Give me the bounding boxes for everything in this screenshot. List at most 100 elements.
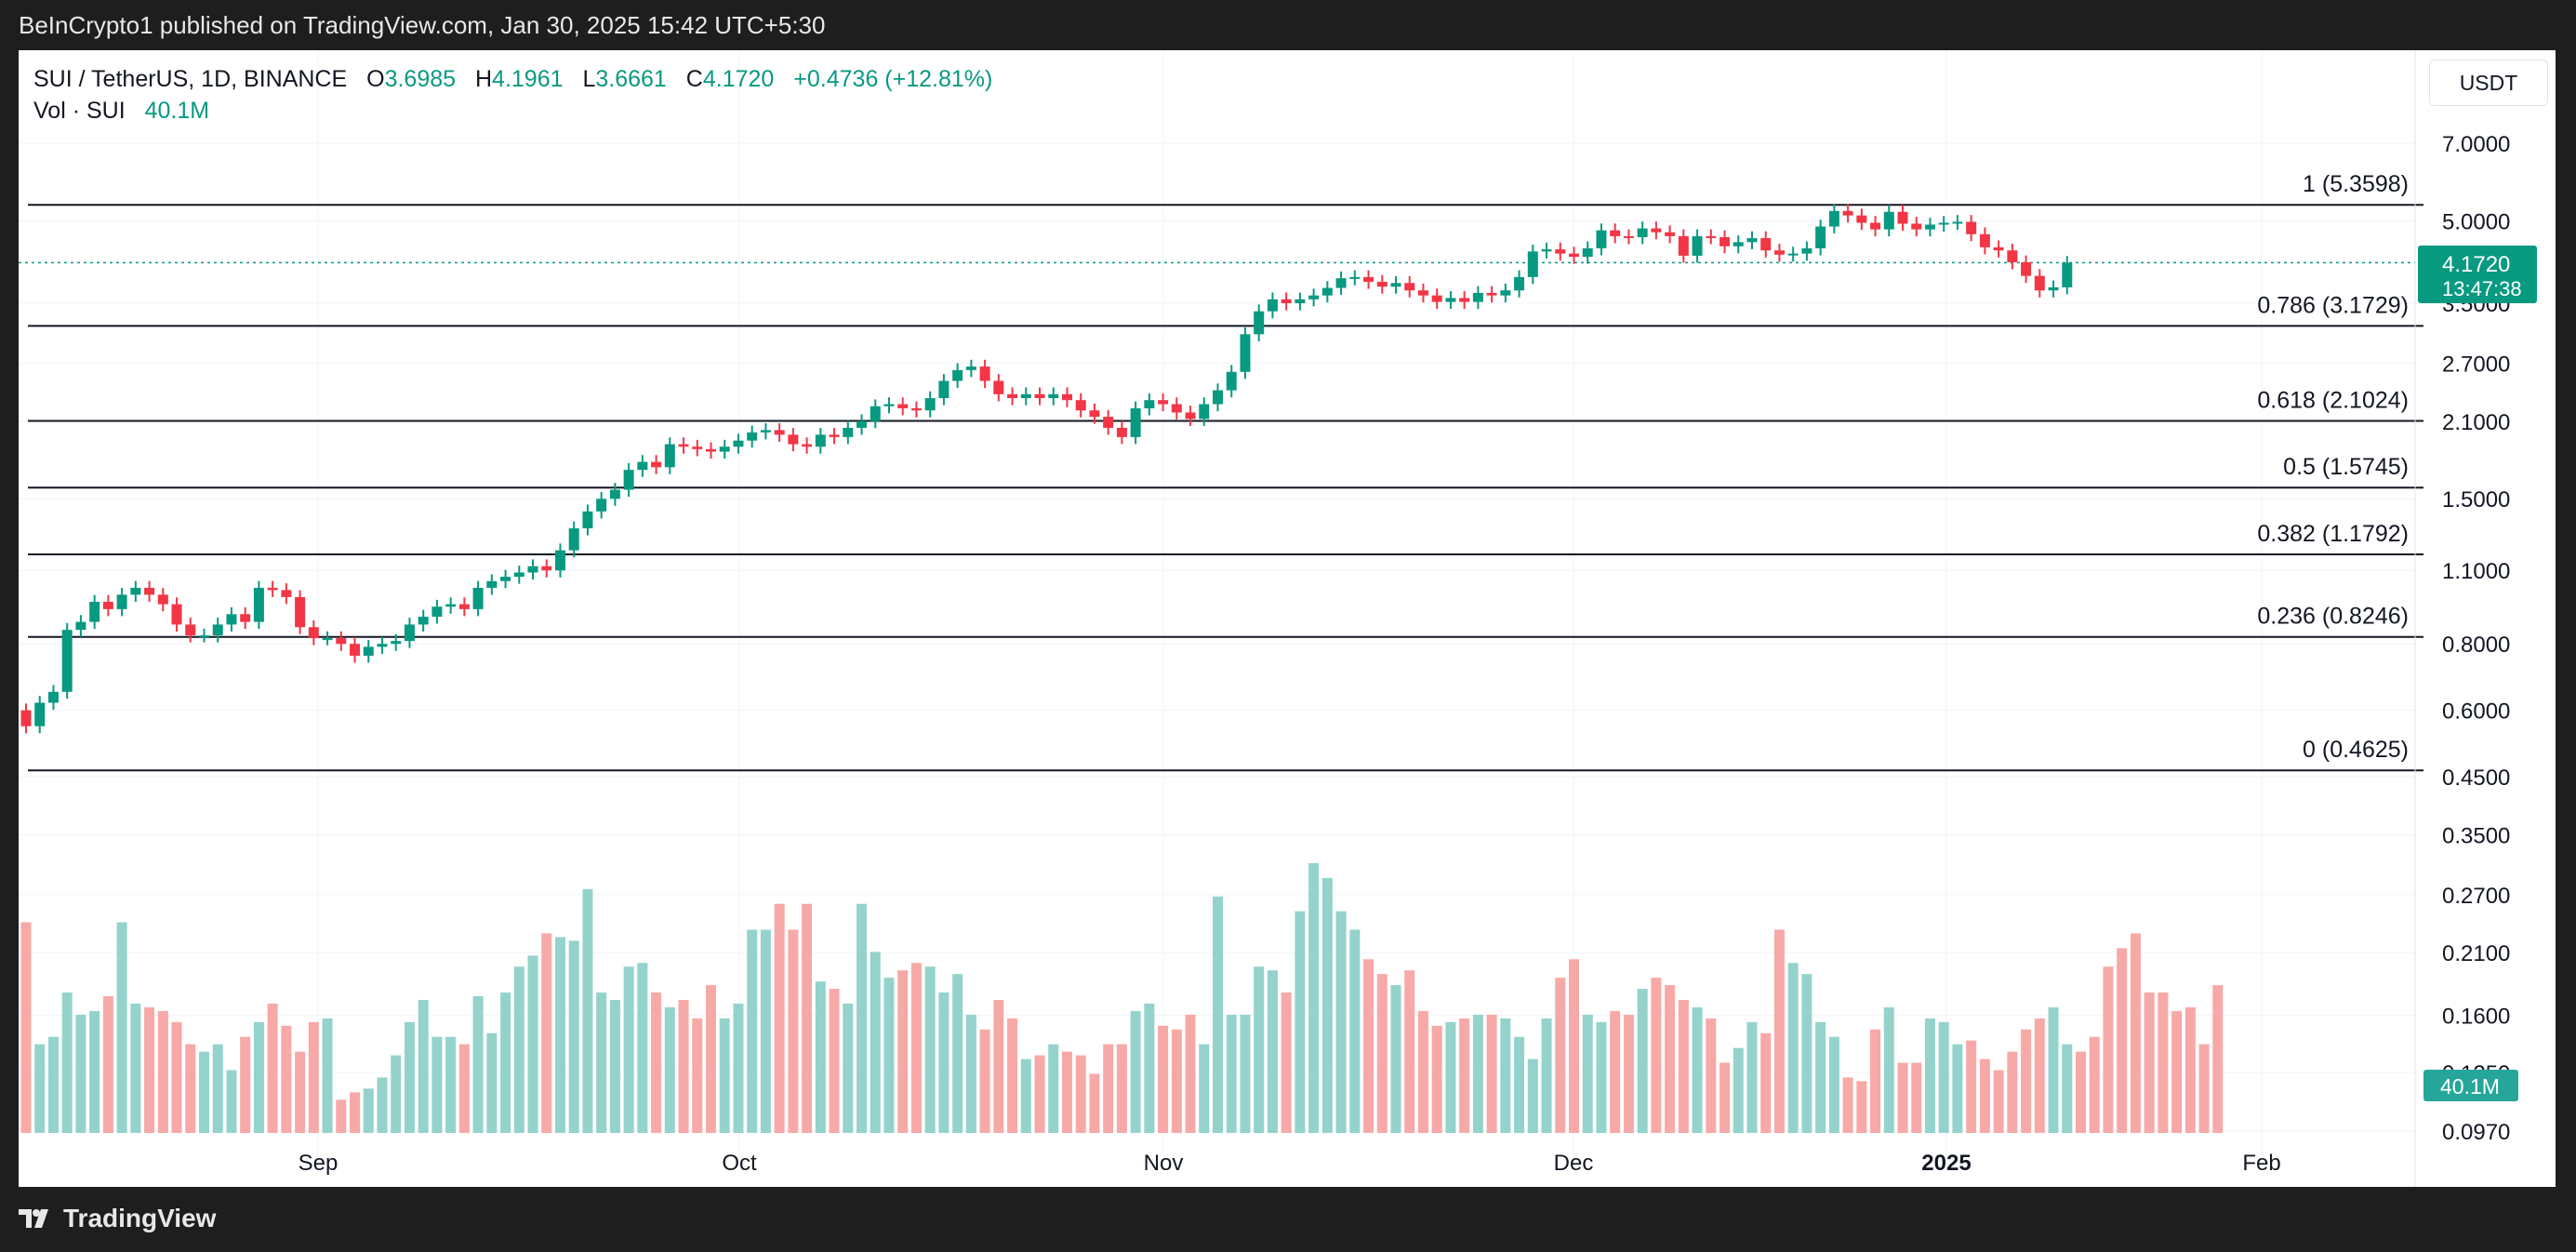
candle-body — [692, 446, 703, 449]
volume-bar — [281, 1025, 292, 1133]
volume-bar — [1883, 1006, 1894, 1133]
candle-body — [1335, 278, 1347, 288]
candle-body — [1870, 222, 1881, 230]
candle-body — [637, 461, 648, 471]
volume-value: 40.1M — [144, 98, 210, 124]
volume-bar — [1089, 1073, 1100, 1133]
volume-bar — [1199, 1044, 1210, 1133]
candle-body — [472, 587, 484, 609]
price-chart[interactable]: 1 (5.3598) 0.786 (3.1729) 0.618 (2.1024) 0.… — [19, 50, 2556, 1187]
candle-body — [1144, 400, 1155, 408]
candle-body — [1020, 393, 1031, 399]
candle-body — [1665, 232, 1676, 236]
candle-body — [1007, 393, 1018, 399]
candle-body — [897, 404, 909, 408]
time-axis[interactable]: Sep Oct Nov Dec 2025 Feb — [299, 1151, 2281, 1176]
candle-body — [843, 427, 854, 437]
volume-bar — [1966, 1040, 1977, 1133]
candle-body — [1376, 281, 1388, 287]
chart-panel[interactable]: 1 (5.3598) 0.786 (3.1729) 0.618 (2.1024) 0.… — [19, 50, 2556, 1187]
candle-body — [1801, 247, 1812, 254]
volume-bar — [965, 1014, 976, 1133]
candle-body — [1555, 249, 1566, 254]
candle-body — [1226, 371, 1237, 391]
volume-bar — [1665, 985, 1676, 1133]
volume-bar — [1938, 1021, 1949, 1133]
candle-body — [336, 638, 347, 645]
volume-bar — [391, 1055, 402, 1133]
volume-bar — [1596, 1021, 1607, 1133]
volume-bar — [1651, 978, 1662, 1133]
candle-body — [1582, 247, 1593, 258]
candle-body — [1240, 334, 1251, 372]
volume-label[interactable]: Vol · SUI — [33, 98, 126, 124]
candle-body — [527, 566, 538, 573]
volume-bar — [1760, 1032, 1772, 1133]
candle-body — [1720, 236, 1731, 246]
currency-button[interactable]: USDT — [2429, 60, 2548, 106]
candle-body — [322, 638, 333, 641]
volume-bars — [20, 863, 2224, 1133]
symbol-label[interactable]: SUI / TetherUS, 1D, BINANCE — [33, 66, 348, 92]
brand-name: TradingView — [63, 1204, 217, 1232]
candle-body — [2048, 286, 2059, 291]
candle-body — [651, 461, 662, 468]
candle-body — [1061, 393, 1072, 401]
volume-bar — [2144, 992, 2155, 1133]
volume-bar — [2034, 1018, 2045, 1133]
price-axis-label: 1.1000 — [2442, 559, 2510, 584]
volume-bar — [472, 996, 484, 1133]
candle-body — [1966, 221, 1977, 234]
candle-body — [1856, 215, 1867, 223]
candle-body — [1404, 283, 1415, 291]
candle-body — [802, 444, 813, 447]
time-axis-label: Dec — [1554, 1151, 1594, 1176]
open-label: O — [366, 66, 385, 92]
candle-body — [377, 644, 388, 647]
price-axis[interactable]: 7.00005.00003.50002.70002.10001.50001.10… — [2414, 50, 2510, 1187]
volume-bar — [1610, 1010, 1621, 1133]
candle-body — [760, 430, 771, 433]
volume-bar — [1321, 877, 1333, 1133]
candle-body — [20, 710, 32, 726]
price-axis-label: 7.0000 — [2442, 132, 2510, 157]
volume-bar — [486, 1032, 498, 1133]
volume-bar — [185, 1044, 196, 1133]
low-value: 3.6661 — [595, 66, 667, 92]
candle-body — [1486, 292, 1497, 296]
volume-bar — [1746, 1021, 1758, 1133]
candle-body — [1787, 253, 1799, 256]
volume-bar — [1773, 929, 1785, 1133]
volume-bar — [596, 992, 607, 1133]
candle-body — [788, 434, 799, 445]
fibonacci-levels: 1 (5.3598) 0.786 (3.1729) 0.618 (2.1024) 0.… — [28, 171, 2423, 772]
volume-bar — [1335, 911, 1347, 1133]
volume-bar — [2062, 1044, 2073, 1133]
volume-bar — [843, 1003, 854, 1133]
volume-bar — [952, 974, 963, 1133]
candle-body — [1678, 235, 1689, 256]
time-axis-label: Nov — [1144, 1151, 1184, 1176]
volume-bar — [1226, 1014, 1237, 1133]
chart-legend: SUI / TetherUS, 1D, BINANCE O3.6985 H4.1… — [33, 63, 992, 127]
volume-bar — [1171, 1029, 1182, 1133]
tradingview-brand[interactable]: TradingView — [19, 1204, 216, 1233]
volume-bar — [774, 903, 785, 1133]
close-label: C — [685, 66, 703, 92]
fib-level-label: 0.236 (0.8246) — [2257, 604, 2409, 630]
volume-bar — [1404, 970, 1415, 1133]
volume-bar — [1856, 1081, 1867, 1133]
fib-level-label: 0.786 (3.1729) — [2257, 292, 2409, 318]
footer: TradingView — [0, 1187, 2576, 1252]
candle-body — [1911, 223, 1922, 230]
volume-bar — [1678, 999, 1689, 1133]
volume-tag-box — [2423, 1070, 2518, 1101]
volume-bar — [1061, 1051, 1072, 1133]
volume-bar — [788, 929, 799, 1133]
candle-body — [1623, 235, 1634, 238]
candle-body — [1637, 228, 1648, 237]
price-axis-label: 0.8000 — [2442, 633, 2510, 658]
volume-bar — [1527, 1059, 1538, 1133]
candle-body — [1952, 221, 1963, 224]
candle-body — [1281, 299, 1292, 303]
